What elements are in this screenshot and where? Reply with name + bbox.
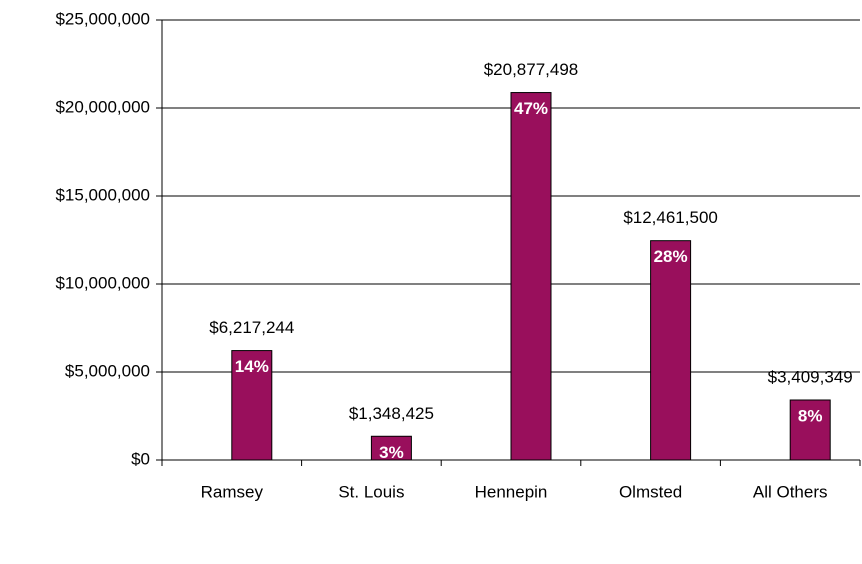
x-tick-label: All Others xyxy=(753,482,828,501)
x-tick-label: Hennepin xyxy=(475,482,548,501)
bar xyxy=(370,435,412,461)
percent-label: 28% xyxy=(654,247,688,266)
value-label: $1,348,425 xyxy=(349,404,434,423)
x-tick-label: Olmsted xyxy=(619,482,682,501)
y-tick-label: $10,000,000 xyxy=(55,273,150,292)
percent-label: 47% xyxy=(514,99,548,118)
y-tick-label: $20,000,000 xyxy=(55,97,150,116)
percent-label: 8% xyxy=(798,406,823,425)
bar xyxy=(510,92,552,461)
percent-label: 14% xyxy=(235,357,269,376)
bar xyxy=(789,399,831,461)
bar xyxy=(650,240,692,461)
value-label: $20,877,498 xyxy=(484,60,579,79)
y-tick-label: $25,000,000 xyxy=(55,9,150,28)
value-label: $12,461,500 xyxy=(623,208,718,227)
bar xyxy=(231,350,273,461)
x-tick-label: Ramsey xyxy=(201,482,264,501)
y-tick-label: $0 xyxy=(131,449,150,468)
value-label: $3,409,349 xyxy=(768,367,853,386)
value-label: $6,217,244 xyxy=(209,318,294,337)
y-tick-label: $15,000,000 xyxy=(55,185,150,204)
y-tick-label: $5,000,000 xyxy=(65,361,150,380)
percent-label: 3% xyxy=(379,443,404,462)
x-tick-label: St. Louis xyxy=(338,482,404,501)
